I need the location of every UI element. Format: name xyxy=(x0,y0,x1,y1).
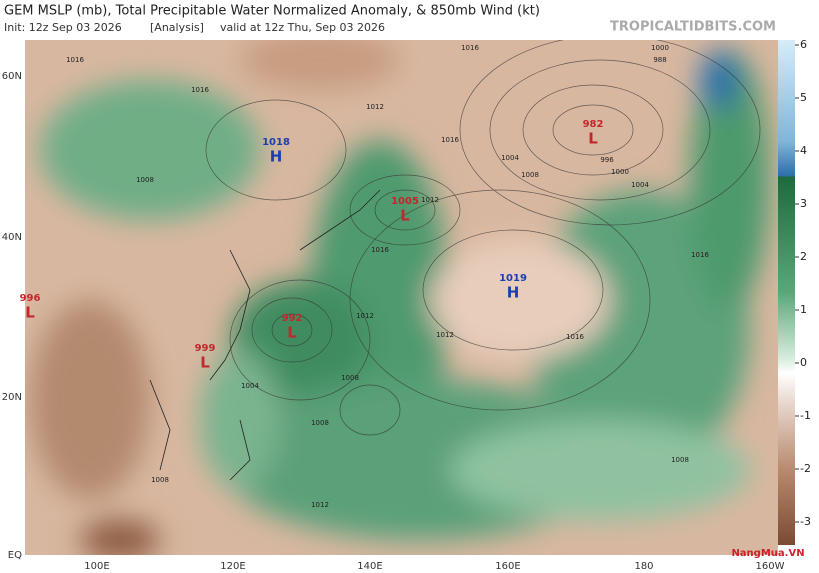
isobar-label: 1012 xyxy=(311,501,329,509)
init-time: Init: 12z Sep 03 2026 xyxy=(4,21,122,34)
analysis-tag: [Analysis] xyxy=(150,21,204,34)
isobar-label: 1016 xyxy=(441,136,459,144)
isobar-label: 1008 xyxy=(521,171,539,179)
lat-label: 20N xyxy=(2,392,22,403)
isobar-label: 1004 xyxy=(501,154,519,162)
center-letter: L xyxy=(400,207,410,225)
colorbar-label: 5 xyxy=(800,91,807,104)
isobar-label: 988 xyxy=(653,56,666,64)
isobar-label: 1008 xyxy=(136,176,154,184)
isobar-label: 1016 xyxy=(566,333,584,341)
center-value: 992 xyxy=(282,313,303,324)
colorbar-label: -2 xyxy=(800,462,811,475)
lon-label: 140E xyxy=(357,561,382,572)
lon-label: 180 xyxy=(634,561,653,572)
isobar-label: 1012 xyxy=(366,103,384,111)
center-value: 982 xyxy=(583,119,604,130)
isobar-label: 1008 xyxy=(311,419,329,427)
isobar-label: 1012 xyxy=(421,196,439,204)
colorbar-label: 1 xyxy=(800,303,807,316)
center-letter: L xyxy=(588,130,598,148)
center-value: 1005 xyxy=(391,196,419,207)
isobar-label: 1016 xyxy=(66,56,84,64)
lat-label: 40N xyxy=(2,232,22,243)
isobars xyxy=(205,40,761,436)
watermark: NangMua.VN xyxy=(731,548,804,559)
isobar-label: 1016 xyxy=(371,246,389,254)
isobar-label: 1008 xyxy=(341,374,359,382)
colorbar-label: -1 xyxy=(800,409,811,422)
colorbar-label: 2 xyxy=(800,250,807,263)
isobar-label: 1008 xyxy=(151,476,169,484)
title: GEM MSLP (mb), Total Precipitable Water … xyxy=(4,4,540,19)
colorbar xyxy=(778,40,795,545)
isobar-label: 1012 xyxy=(436,331,454,339)
colorbar-label: 4 xyxy=(800,144,807,157)
valid-time: valid at 12z Thu, Sep 03 2026 xyxy=(220,21,385,34)
center-value: 999 xyxy=(195,343,216,354)
lat-label: 60N xyxy=(2,71,22,82)
colorbar-label: 3 xyxy=(800,197,807,210)
center-letter: L xyxy=(287,324,297,342)
center-letter: H xyxy=(507,284,520,302)
center-value: 1018 xyxy=(262,137,290,148)
center-value: 1019 xyxy=(499,273,527,284)
lon-label: 160W xyxy=(756,561,785,572)
isobar-label: 1000 xyxy=(611,168,629,176)
source: TROPICALTIDBITS.COM xyxy=(610,20,776,35)
lon-label: 120E xyxy=(220,561,245,572)
isobar-label: 1008 xyxy=(671,456,689,464)
isobar-label: 1016 xyxy=(691,251,709,259)
center-value: 996 xyxy=(20,293,41,304)
colorbar-label: -3 xyxy=(800,515,811,528)
colorbar-label: 0 xyxy=(800,356,807,369)
lon-label: 100E xyxy=(84,561,109,572)
colorbar-label: 6 xyxy=(800,38,807,51)
isobar-label: 996 xyxy=(600,156,614,164)
map-area xyxy=(25,40,778,555)
center-letter: H xyxy=(270,148,283,166)
isobar-label: 1012 xyxy=(356,312,374,320)
isobar-label: 1004 xyxy=(631,181,649,189)
center-letter: L xyxy=(25,304,35,322)
isobar-label: 1016 xyxy=(461,44,479,52)
center-letter: L xyxy=(200,354,210,372)
isobar-label: 1004 xyxy=(241,382,259,390)
lon-label: 160E xyxy=(495,561,520,572)
isobar-label: 1000 xyxy=(651,44,669,52)
coastline xyxy=(149,189,381,481)
isobar-label: 1016 xyxy=(191,86,209,94)
lat-label: EQ xyxy=(8,550,22,561)
